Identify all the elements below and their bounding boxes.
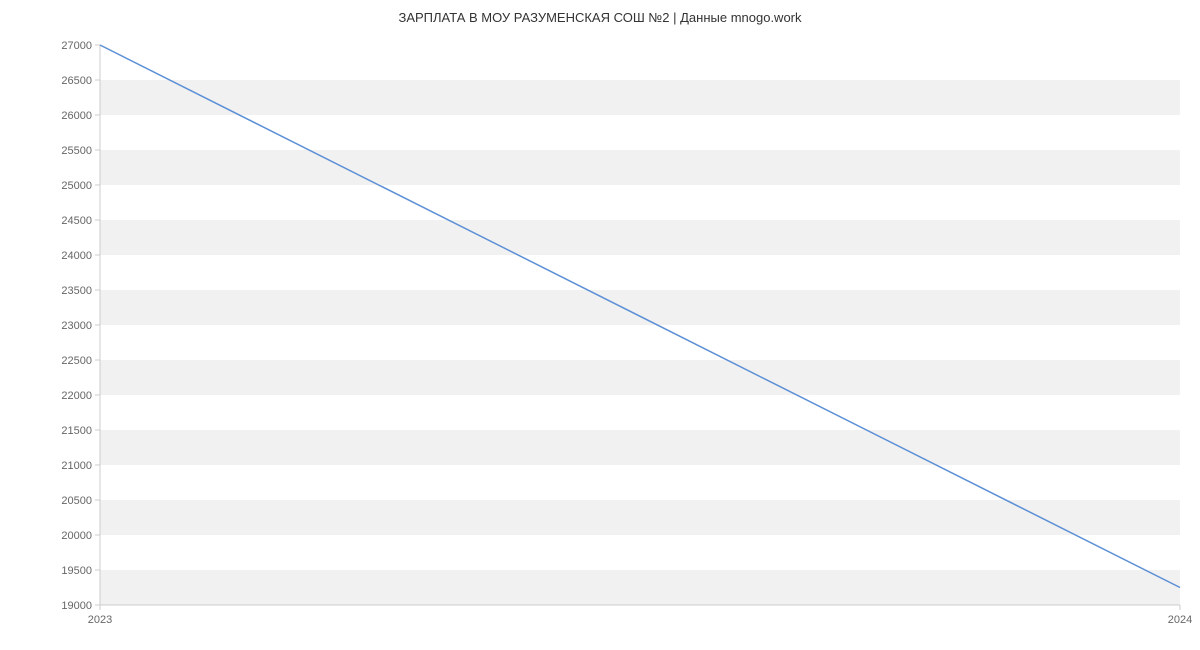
line-chart: 19000 19500 20000 20500 21000 21500 22000 22500…	[0, 0, 1200, 650]
y-tick-label: 20500	[61, 495, 92, 507]
y-tick-label: 21500	[61, 425, 92, 437]
y-tick-label: 23000	[61, 320, 92, 332]
y-tick-label: 22500	[61, 355, 92, 367]
x-tick-label: 2023	[88, 614, 112, 626]
y-tick-label: 19500	[61, 565, 92, 577]
y-tick-label: 24500	[61, 215, 92, 227]
y-tick-label: 26500	[61, 75, 92, 87]
y-tick-label: 25500	[61, 145, 92, 157]
y-tick-label: 25000	[61, 180, 92, 192]
y-tick-label: 21000	[61, 460, 92, 472]
x-tick-label: 2024	[1168, 614, 1192, 626]
y-tick-label: 22000	[61, 390, 92, 402]
y-tick-label: 20000	[61, 530, 92, 542]
y-tick-label: 27000	[61, 40, 92, 52]
y-tick-label: 24000	[61, 250, 92, 262]
y-tick-label: 26000	[61, 110, 92, 122]
y-tick-label: 23500	[61, 285, 92, 297]
y-tick-label: 19000	[61, 600, 92, 612]
